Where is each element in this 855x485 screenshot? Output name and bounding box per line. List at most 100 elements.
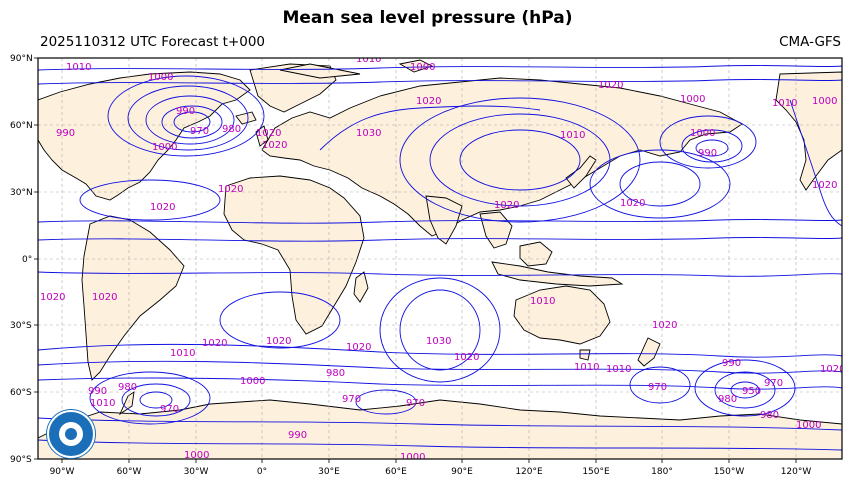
isobar-label: 970	[764, 378, 783, 389]
alaska-east	[775, 71, 842, 191]
lat-label: 90°N	[10, 54, 33, 64]
tasmania	[579, 349, 591, 361]
map-title: Mean sea level pressure (hPa)	[282, 8, 573, 28]
isobar-label: 1020	[202, 338, 227, 349]
isobar-label: 990	[288, 430, 307, 441]
iceland	[235, 111, 257, 125]
isobar-label: 1010	[66, 62, 91, 73]
isobar-label: 990	[56, 128, 75, 139]
lon-label: 30°W	[184, 467, 209, 477]
isobar-label: 990	[722, 358, 741, 369]
isobar-label: 1000	[184, 450, 209, 461]
isobar-label: 970	[342, 394, 361, 405]
lat-label: 30°N	[10, 188, 33, 198]
lon-label: 180°	[651, 467, 673, 477]
isobar-label: 980	[118, 382, 137, 393]
isobar-label: 1000	[410, 62, 435, 73]
isobar-label: 1020	[92, 292, 117, 303]
isobar-label: 1000	[690, 128, 715, 139]
isobar-label: 1020	[150, 202, 175, 213]
isobar-label: 1020	[256, 128, 281, 139]
isobar-label: 970	[406, 398, 425, 409]
lon-label: 90°W	[50, 467, 75, 477]
isobar-label: 1020	[40, 292, 65, 303]
lat-label: 30°S	[10, 321, 32, 331]
isobar-label: 970	[190, 126, 209, 137]
lon-label: 120°W	[781, 467, 812, 477]
isobar-labels: 1010 1010 1000 1000 990 990 970 980 1000…	[40, 54, 845, 463]
run-time-label: 2025110312 UTC Forecast t+000	[40, 34, 266, 50]
isobar-label: 1000	[148, 72, 173, 83]
isobar-label: 1010	[574, 362, 599, 373]
isobar-label: 1030	[356, 128, 381, 139]
isobar-label: 1000	[400, 452, 425, 463]
isobar-label: 1010	[772, 98, 797, 109]
isobar-label: 1000	[152, 142, 177, 153]
isobar-label: 1020	[262, 140, 287, 151]
axis-ticks	[34, 57, 797, 463]
arctic-islands	[279, 63, 361, 79]
lon-label: 150°E	[582, 467, 610, 477]
isobar-label: 1000	[796, 420, 821, 431]
lon-label: 0°	[257, 467, 267, 477]
south-america	[81, 215, 185, 381]
isobar-label: 950	[742, 386, 761, 397]
new-zealand	[637, 337, 661, 367]
lat-label: 60°N	[10, 121, 33, 131]
isobars	[38, 64, 842, 451]
isobar-label: 1020	[416, 96, 441, 107]
isobar-label: 970	[160, 404, 179, 415]
isobar-label: 1010	[606, 364, 631, 375]
isobar-label: 980	[326, 368, 345, 379]
isobar-label: 1010	[90, 398, 115, 409]
longitude-labels: 90°W 60°W 30°W 0° 30°E 60°E 90°E 120°E 1…	[50, 467, 812, 477]
isobar-label: 1030	[426, 336, 451, 347]
borneo	[519, 241, 553, 267]
isobar-label: 1020	[218, 184, 243, 195]
isobar-label: 1000	[240, 376, 265, 387]
svalbard	[398, 59, 434, 73]
isobar-label: 1000	[812, 96, 837, 107]
india	[425, 195, 463, 245]
isobar-label: 980	[222, 124, 241, 135]
isobar-label: 1010	[560, 130, 585, 141]
isobar-label: 1010	[356, 54, 381, 65]
lon-label: 60°W	[117, 467, 142, 477]
isobar-label: 1020	[494, 200, 519, 211]
isobar-label: 1020	[346, 342, 371, 353]
lat-label: 60°S	[10, 388, 32, 398]
lat-label: 90°S	[10, 455, 32, 465]
model-name-label: CMA-GFS	[779, 34, 841, 50]
isobar-label: 980	[718, 394, 737, 405]
lon-label: 30°E	[318, 467, 340, 477]
isobar-label: 980	[760, 410, 779, 421]
lon-label: 150°W	[714, 467, 745, 477]
latitude-labels: 90°N 60°N 30°N 0° 30°S 60°S 90°S	[10, 54, 33, 465]
lon-label: 90°E	[451, 467, 473, 477]
lon-label: 60°E	[385, 467, 407, 477]
madagascar	[353, 271, 369, 303]
cma-logo-icon	[47, 410, 95, 458]
lat-label: 0°	[22, 255, 32, 265]
isobar-label: 1020	[266, 336, 291, 347]
isobar-label: 1010	[170, 348, 195, 359]
isobar-label: 1010	[530, 296, 555, 307]
isobar-label: 1020	[820, 364, 845, 375]
isobar-label: 1020	[812, 180, 837, 191]
isobar-label: 990	[176, 106, 195, 117]
antarctica	[38, 399, 842, 459]
isobar-label: 1000	[680, 94, 705, 105]
isobar-label: 990	[698, 148, 717, 159]
isobar-label: 990	[88, 386, 107, 397]
north-america	[38, 71, 251, 201]
lon-label: 120°E	[515, 467, 543, 477]
isobar-label: 1020	[620, 198, 645, 209]
isobar-label: 1020	[652, 320, 677, 331]
isobar-label: 1020	[598, 80, 623, 91]
australia	[513, 285, 611, 345]
isobar-label: 1020	[454, 352, 479, 363]
isobar-label: 970	[648, 382, 667, 393]
indonesia	[491, 261, 624, 287]
map-frame	[37, 57, 843, 460]
